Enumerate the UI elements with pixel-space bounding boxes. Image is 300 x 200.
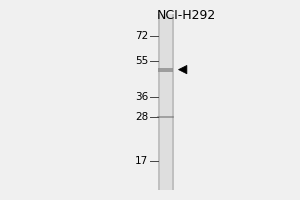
Bar	[158, 14, 174, 190]
Text: 72: 72	[135, 31, 148, 41]
Text: 36: 36	[135, 92, 148, 102]
Text: 17: 17	[135, 156, 148, 166]
Polygon shape	[178, 65, 187, 74]
Text: 28: 28	[135, 112, 148, 122]
Text: NCI-H292: NCI-H292	[156, 9, 216, 22]
Bar	[158, 68, 173, 72]
Bar	[160, 14, 172, 190]
Text: 55: 55	[135, 56, 148, 66]
